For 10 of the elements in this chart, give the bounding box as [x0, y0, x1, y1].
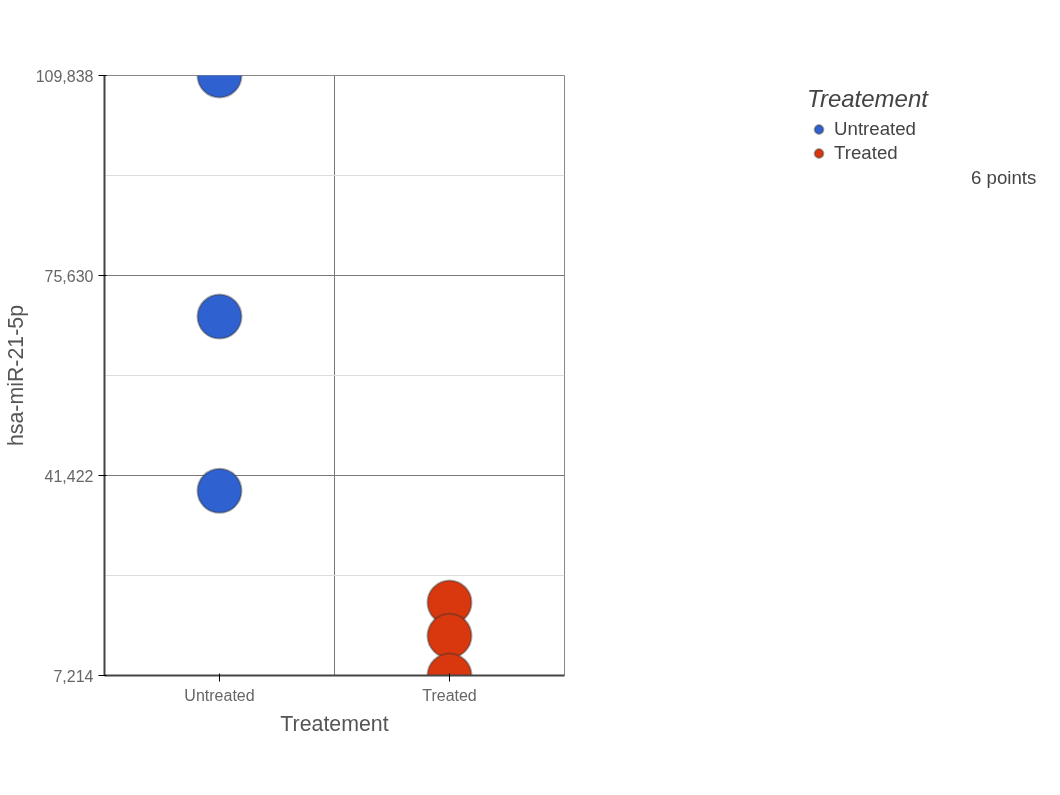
text: 6 points — [971, 166, 1037, 190]
legend-label: Untreated — [834, 118, 916, 140]
y-tick-label: 7,214 — [53, 667, 94, 685]
y-tick-label: 41,422 — [44, 467, 94, 485]
x-axis-title: Treatement — [280, 711, 389, 736]
y-tick-label: 75,630 — [44, 267, 94, 285]
legend-label: Treated — [834, 142, 898, 164]
y-tick-label: 109,838 — [35, 67, 94, 85]
y-axis-title: hsa-miR-21-5p — [3, 304, 28, 447]
legend-title: Treatement — [807, 85, 928, 113]
